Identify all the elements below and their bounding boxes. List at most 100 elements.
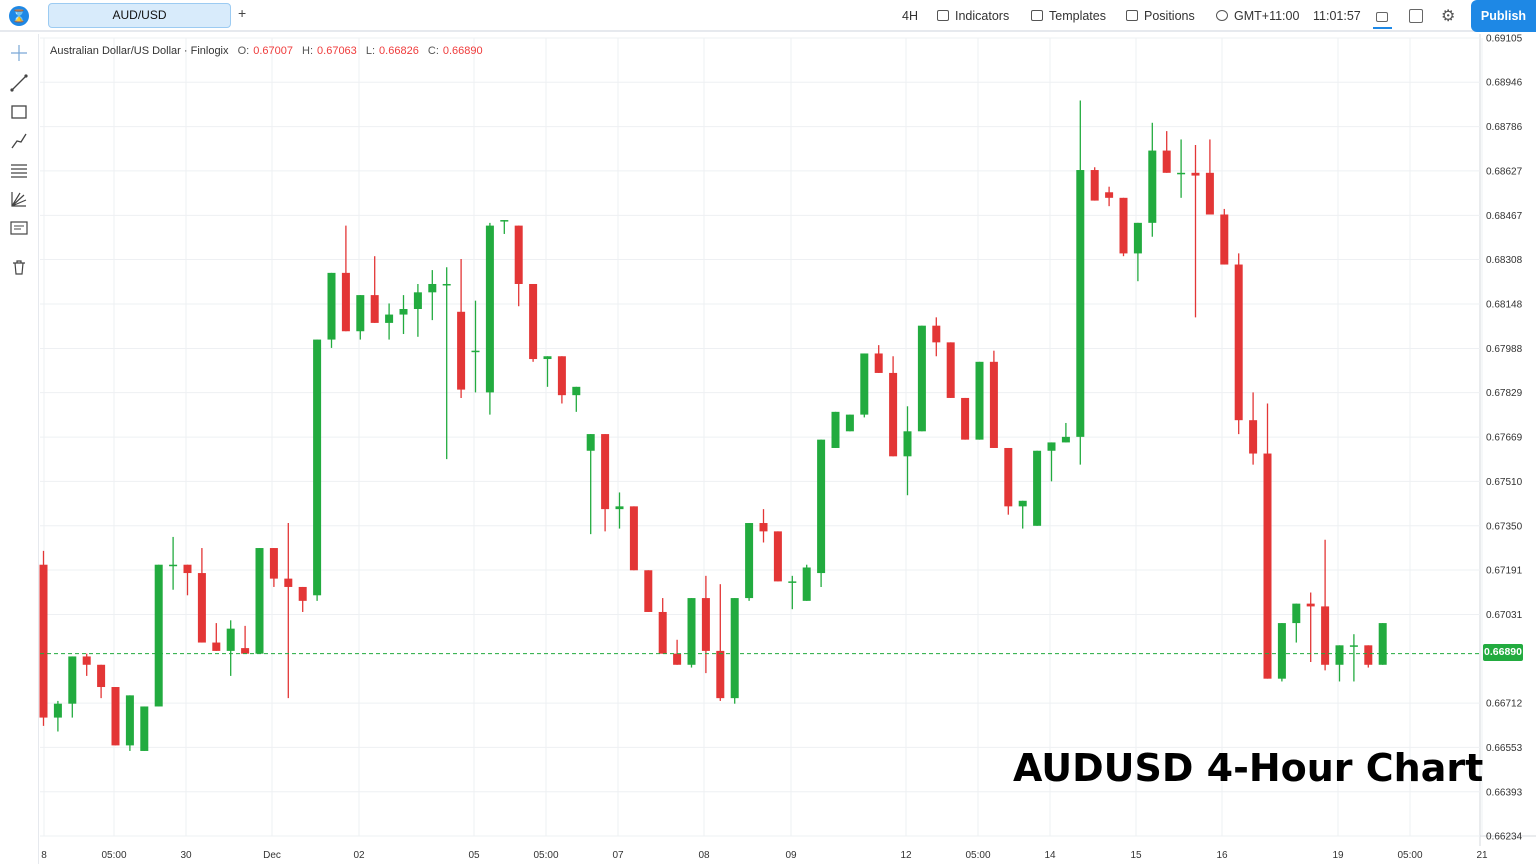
candle-body [241, 648, 250, 654]
pitchfork-icon[interactable] [8, 188, 30, 210]
candle-body [284, 578, 293, 587]
candle-body [601, 434, 610, 510]
timeframe-button[interactable]: 4H [902, 9, 918, 23]
open-label: O: [237, 45, 250, 57]
price-tick-label: 0.68946 [1486, 78, 1523, 89]
candle-body [1148, 150, 1157, 223]
price-tick-label: 0.67191 [1486, 566, 1523, 577]
candle-body [169, 564, 178, 567]
indicators-icon [937, 10, 949, 21]
positions-icon [1126, 10, 1138, 21]
candle-body [125, 695, 134, 746]
app-logo-icon[interactable]: ⌛ [9, 6, 29, 26]
layout-icon[interactable] [1409, 9, 1423, 23]
crosshair-icon[interactable] [8, 42, 30, 64]
add-tab-button[interactable]: + [238, 5, 247, 21]
high-label: H: [302, 45, 314, 57]
candle-body [845, 414, 854, 432]
candle-body [1321, 606, 1330, 665]
candle-body [111, 687, 120, 746]
candle-body [773, 531, 782, 582]
time-tick-label: 30 [180, 850, 192, 861]
price-tick-label: 0.67829 [1486, 388, 1523, 399]
lock-active-indicator [1373, 27, 1392, 29]
candle-body [572, 386, 581, 396]
candle-body [946, 342, 955, 398]
time-tick-label: 07 [612, 850, 624, 861]
fib-icon[interactable] [8, 159, 30, 181]
drawing-tools-sidebar [0, 34, 39, 864]
candle-body [399, 309, 408, 315]
candle-body [1090, 170, 1099, 201]
gear-icon[interactable]: ⚙ [1441, 8, 1456, 25]
candle-body [1047, 442, 1056, 451]
candle-body [831, 411, 840, 448]
price-tick-label: 0.67669 [1486, 433, 1523, 444]
price-tick-label: 0.66553 [1486, 743, 1523, 754]
candle-body [644, 570, 653, 612]
timezone-button[interactable]: GMT+11:00 [1216, 0, 1299, 32]
price-tick-label: 0.67988 [1486, 344, 1523, 355]
close-value: 0.66890 [442, 45, 483, 57]
price-tick-label: 0.67350 [1486, 521, 1523, 532]
price-tick-label: 0.67510 [1486, 477, 1523, 488]
symbol-tab[interactable]: AUD/USD [48, 3, 231, 28]
time-tick-label: 14 [1044, 850, 1056, 861]
candle-body [1018, 500, 1027, 507]
publish-button[interactable]: Publish [1471, 0, 1536, 32]
candle-body [327, 272, 336, 340]
candle-body [1177, 172, 1186, 175]
price-tick-label: 0.69105 [1486, 34, 1523, 45]
candle-body [68, 656, 77, 704]
candle-body [1105, 192, 1114, 198]
price-tick-label: 0.67031 [1486, 610, 1523, 621]
candle-body [1349, 645, 1358, 647]
candle-body [629, 506, 638, 571]
candle-body [802, 567, 811, 601]
candle-body [370, 295, 379, 323]
lock-icon[interactable] [1376, 12, 1388, 22]
trend-line-icon[interactable] [8, 72, 30, 94]
time-tick-label: 15 [1130, 850, 1142, 861]
candle-body [716, 650, 725, 699]
low-label: L: [365, 45, 376, 57]
timezone-label: GMT+11:00 [1234, 9, 1300, 23]
candle-body [1277, 623, 1286, 679]
close-label: C: [427, 45, 439, 57]
rectangle-icon[interactable] [8, 101, 30, 123]
price-tick-label: 0.66234 [1486, 832, 1523, 843]
candle-body [1364, 645, 1373, 665]
positions-label: Positions [1144, 9, 1195, 23]
candle-body [1292, 603, 1301, 624]
indicators-button[interactable]: Indicators [937, 0, 1009, 32]
text-note-icon[interactable] [8, 217, 30, 239]
candle-body [759, 523, 768, 532]
legend-title: Australian Dollar/US Dollar · Finlogix [50, 45, 229, 57]
trash-icon[interactable] [8, 256, 30, 278]
candle-body [255, 548, 264, 654]
time-tick-label: 05 [468, 850, 480, 861]
candle-body [1205, 172, 1214, 215]
candle-body [1263, 453, 1272, 679]
candle-body [298, 586, 307, 601]
candle-body [903, 431, 912, 457]
time-tick-label: 12 [900, 850, 912, 861]
candle-body [658, 611, 667, 654]
candle-body [1378, 623, 1387, 665]
candle-body [874, 353, 883, 373]
candle-body [1033, 450, 1042, 526]
candle-body [500, 220, 509, 222]
templates-button[interactable]: Templates [1031, 0, 1106, 32]
price-tick-label: 0.66712 [1486, 699, 1523, 710]
candle-body [1220, 214, 1229, 265]
candle-body [154, 564, 163, 707]
positions-button[interactable]: Positions [1126, 0, 1195, 32]
candle-body [82, 656, 91, 665]
path-icon[interactable] [8, 130, 30, 152]
candle-body [97, 664, 106, 688]
candle-body [1335, 645, 1344, 665]
candle-body [341, 272, 350, 332]
last-price-label: 0.66890 [1483, 644, 1523, 661]
candle-body [413, 292, 422, 310]
